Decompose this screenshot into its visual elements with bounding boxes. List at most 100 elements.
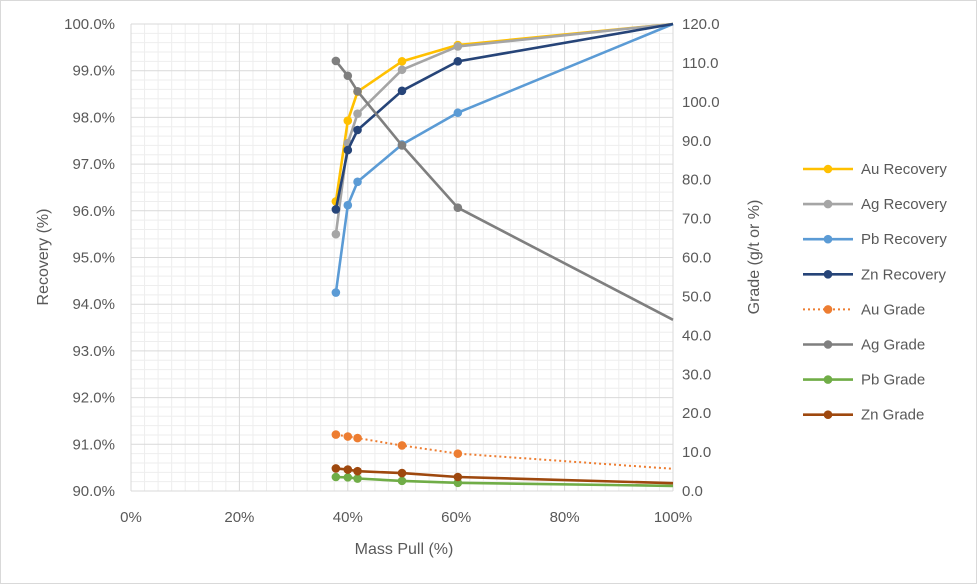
legend-item-zn-recovery: Zn Recovery (803, 266, 947, 283)
y-right-tick-label: 0.0 (682, 483, 703, 500)
legend: Au Recovery Ag Recovery Pb Recovery Zn Reco… (803, 161, 947, 424)
legend-label: Zn Grade (861, 407, 924, 424)
y-right-tick-label: 100.0 (682, 94, 720, 111)
pb-recovery-point (331, 288, 341, 297)
au-grade-point (453, 449, 463, 458)
legend-item-zn-grade: Zn Grade (803, 407, 924, 424)
y-left-tick-label: 90.0% (72, 483, 115, 500)
y-left-tick-label: 100.0% (64, 16, 115, 33)
pb-recovery-point (343, 200, 353, 210)
y-left-tick-label: 93.0% (72, 343, 115, 360)
y-left-tick-label: 97.0% (72, 156, 115, 173)
y-left-tick-label: 92.0% (72, 390, 115, 407)
legend-swatch-marker (823, 305, 833, 314)
zn-recovery-point (353, 125, 362, 135)
y-right-tick-label: 30.0 (682, 366, 711, 383)
y-right-tick-label: 70.0 (682, 211, 711, 228)
legend-swatch-marker (823, 270, 833, 279)
ag-grade-point (397, 141, 407, 150)
legend-label: Ag Recovery (861, 196, 947, 213)
au-recovery-point (343, 116, 353, 125)
y-right-axis-title: Grade (g/t or %) (746, 200, 763, 315)
zn-recovery-point (331, 205, 341, 214)
ag-grade-point (331, 56, 341, 66)
x-tick-label: 0% (120, 509, 142, 526)
au-grade-point (343, 432, 353, 441)
zn-grade-point (343, 465, 353, 474)
ag-grade-point (353, 87, 362, 96)
au-grade-point (331, 430, 341, 439)
zn-recovery-point (453, 57, 463, 66)
pb-grade-point (343, 473, 353, 482)
pb-grade-point (397, 476, 407, 486)
legend-item-pb-recovery: Pb Recovery (803, 231, 947, 248)
y-left-tick-label: 99.0% (72, 63, 115, 80)
zn-recovery-point (397, 86, 407, 96)
legend-item-pb-grade: Pb Grade (803, 372, 925, 389)
y-right-tick-label: 40.0 (682, 327, 711, 344)
x-tick-label: 80% (550, 509, 580, 526)
legend-label: Zn Recovery (861, 266, 947, 283)
y-left-tick-label: 91.0% (72, 436, 115, 453)
y-left-tick-label: 98.0% (72, 109, 115, 126)
x-tick-label: 100% (654, 509, 692, 526)
y-right-tick-label: 10.0 (682, 444, 711, 461)
legend-swatch-marker (823, 375, 833, 384)
au-grade-point (397, 441, 407, 450)
y-left-tick-label: 95.0% (72, 250, 115, 267)
x-tick-label: 40% (333, 509, 363, 526)
zn-grade-point (331, 464, 341, 473)
legend-swatch-marker (823, 164, 833, 174)
legend-item-ag-recovery: Ag Recovery (803, 196, 947, 213)
legend-swatch-marker (823, 234, 833, 244)
ag-recovery-point (331, 229, 341, 239)
ag-recovery-point (397, 65, 407, 75)
x-tick-label: 20% (224, 509, 254, 526)
ag-grade-line (334, 60, 674, 321)
pb-recovery-point (353, 177, 362, 187)
y-right-tick-label: 90.0 (682, 133, 711, 150)
au-grade-point (353, 433, 362, 443)
zn-grade-point (453, 472, 463, 482)
zn-recovery-point (343, 145, 353, 155)
au-recovery-line (334, 22, 674, 202)
legend-swatch-marker (823, 199, 833, 209)
series-layer (331, 22, 674, 488)
legend-label: Pb Grade (861, 372, 925, 389)
pb-recovery-line (334, 22, 674, 293)
y-left-tick-label: 96.0% (72, 203, 115, 220)
y-left-tick-label: 94.0% (72, 296, 115, 313)
ag-grade-point (343, 71, 353, 81)
legend-label: Au Recovery (861, 161, 947, 178)
y-left-axis-title: Recovery (%) (35, 209, 52, 306)
ag-recovery-point (353, 109, 362, 118)
y-right-tick-label: 20.0 (682, 405, 711, 422)
au-grade-line (335, 433, 674, 470)
x-axis-title: Mass Pull (%) (355, 541, 454, 558)
y-right-tick-label: 50.0 (682, 288, 711, 305)
pb-grade-point (331, 472, 341, 482)
zn-grade-point (353, 466, 362, 476)
y-right-tick-label: 110.0 (682, 55, 718, 72)
axis-layer: 0% 20% 40% 60% 80% 100% 90.0% 91.0% 92.0% 93.0% 94… (64, 16, 719, 526)
major-gridlines (130, 23, 674, 492)
legend-swatch-marker (823, 410, 833, 420)
ag-grade-point (453, 203, 463, 212)
x-tick-label: 60% (441, 509, 471, 526)
legend-item-ag-grade: Ag Grade (803, 337, 925, 354)
au-recovery-point (397, 57, 407, 66)
legend-label: Pb Recovery (861, 231, 947, 248)
legend-label: Au Grade (861, 301, 925, 318)
legend-swatch-marker (823, 340, 833, 349)
pb-recovery-point (453, 108, 463, 118)
y-right-tick-label: 60.0 (682, 250, 711, 267)
legend-item-au-recovery: Au Recovery (803, 161, 947, 178)
ag-recovery-point (453, 42, 463, 51)
legend-label: Ag Grade (861, 337, 925, 354)
y-right-tick-label: 120.0 (682, 16, 720, 33)
zn-grade-point (397, 468, 407, 478)
zn-recovery-line (334, 22, 674, 210)
ag-recovery-line (334, 22, 674, 235)
